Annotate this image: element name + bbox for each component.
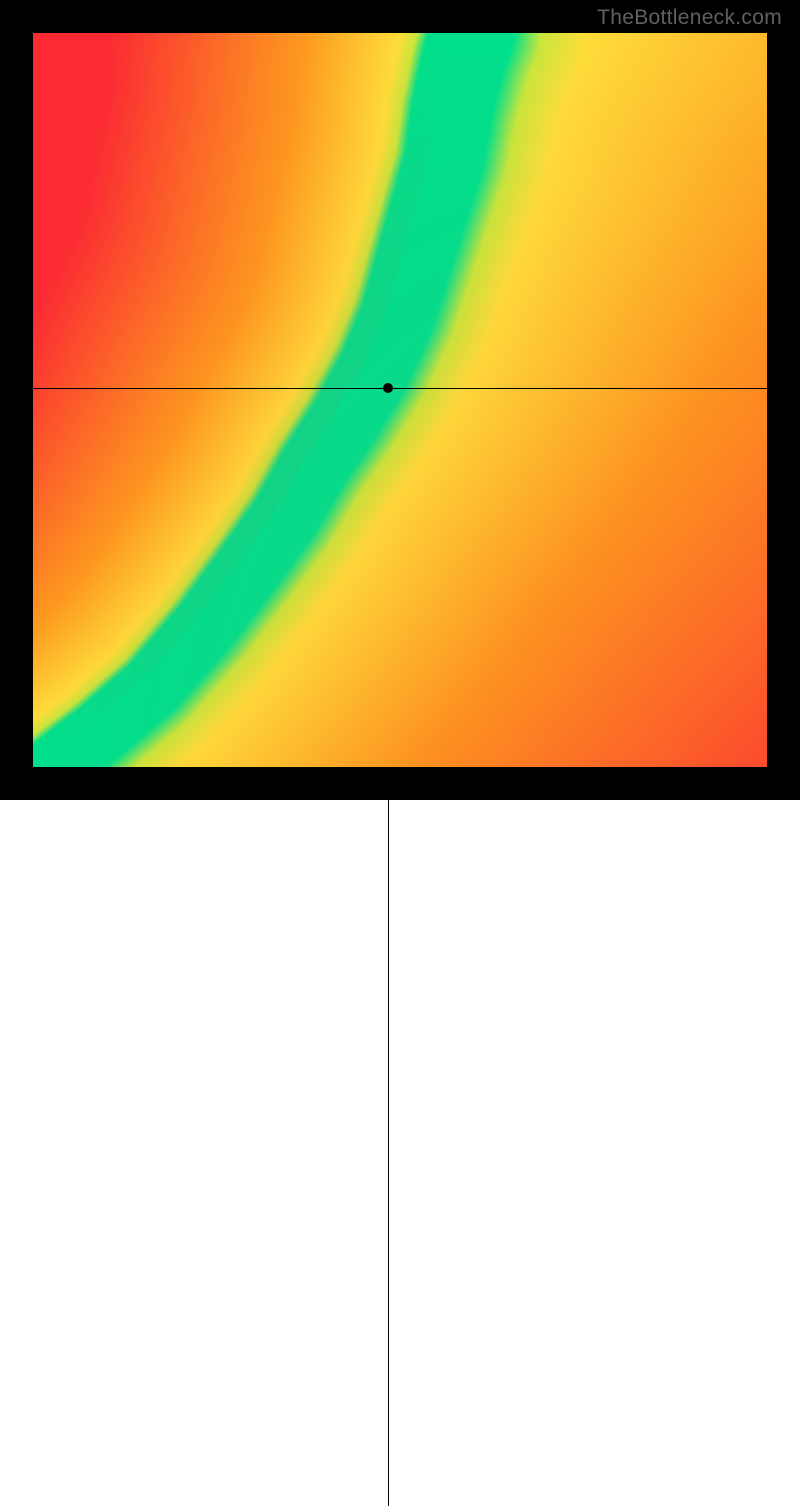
chart-container: TheBottleneck.com [0,0,800,800]
watermark-text: TheBottleneck.com [597,6,782,30]
crosshair-vertical [388,772,389,1506]
crosshair-horizontal [33,388,767,389]
heatmap-canvas [33,33,767,767]
crosshair-marker [383,383,393,393]
heatmap-plot [33,33,767,767]
